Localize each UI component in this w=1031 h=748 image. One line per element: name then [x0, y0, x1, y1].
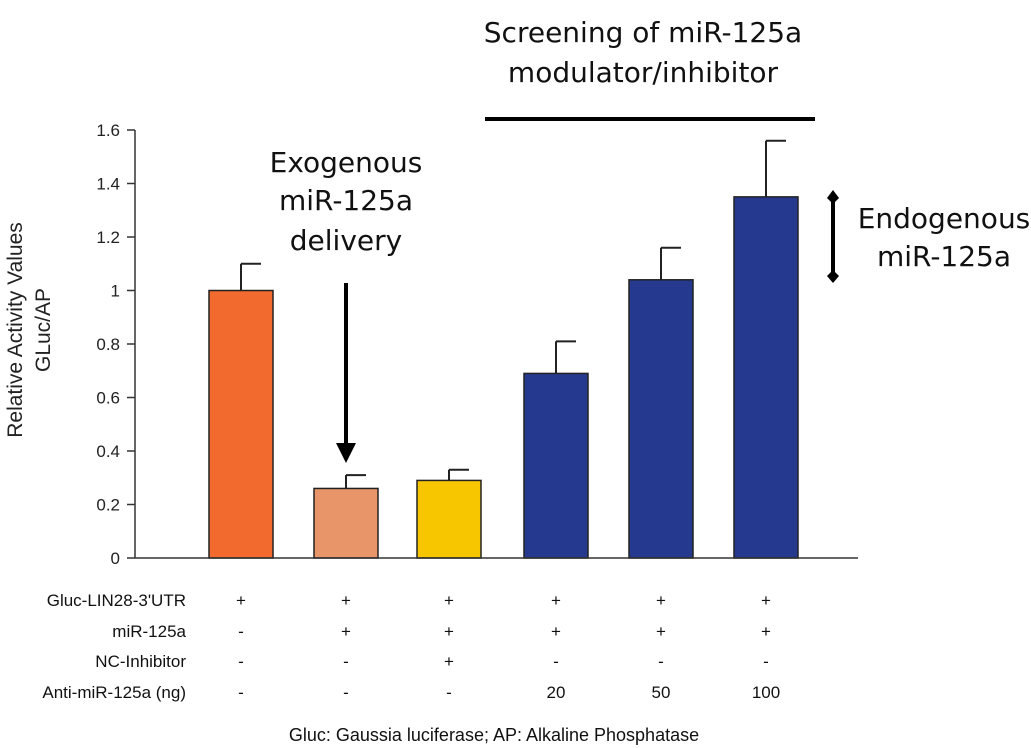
condition-label: miR-125a: [112, 622, 186, 641]
bar: [313, 487, 379, 559]
y-tick-label: 0.8: [96, 335, 120, 354]
y-axis-ticks: 0 0.2 0.4 0.6 0.8 1 1.2 1.4 1.6: [96, 121, 135, 568]
condition-cell: +: [761, 591, 771, 610]
endogenous-label-line1: Endogenous: [858, 202, 1031, 235]
condition-cell: -: [343, 652, 349, 671]
y-tick-label: 0.4: [96, 442, 120, 461]
condition-cell: +: [341, 591, 351, 610]
condition-label: Gluc-LIN28-3'UTR: [47, 591, 186, 610]
condition-cell: -: [553, 652, 559, 671]
condition-cell: -: [343, 683, 349, 702]
y-tick-label: 0: [111, 549, 120, 568]
condition-cell: +: [656, 622, 666, 641]
y-tick-label: 1: [111, 282, 120, 301]
condition-label: Anti-miR-125a (ng): [42, 683, 186, 702]
condition-cell: +: [236, 591, 246, 610]
condition-cell: -: [446, 683, 452, 702]
screening-title-line1: Screening of miR-125a: [484, 16, 802, 49]
error-bars-group: [240, 139, 786, 489]
exogenous-label-line1: Exogenous: [270, 146, 423, 179]
bar: [416, 479, 482, 559]
condition-cell: 100: [752, 683, 780, 702]
condition-cell: 20: [547, 683, 566, 702]
condition-cell: +: [761, 622, 771, 641]
endogenous-label-line2: miR-125a: [877, 240, 1011, 273]
y-tick-label: 1.4: [96, 175, 120, 194]
condition-cell: -: [238, 652, 244, 671]
exogenous-label-line3: delivery: [290, 224, 402, 257]
bar: [628, 279, 694, 559]
y-tick-label: 0.6: [96, 389, 120, 408]
condition-labels: Gluc-LIN28-3'UTR miR-125a NC-Inhibitor Anti…: [42, 591, 186, 702]
condition-cell: -: [238, 622, 244, 641]
exogenous-arrow-head: [336, 443, 356, 463]
endogenous-arrow-top: [827, 190, 839, 204]
condition-cell: +: [656, 591, 666, 610]
y-axis-label-units: GLuc/AP: [32, 288, 55, 372]
endogenous-arrow-bottom: [827, 270, 839, 283]
screening-title-line2: modulator/inhibitor: [508, 56, 779, 89]
bars-group: [208, 196, 799, 559]
y-axis-label: Relative Activity Values: [4, 222, 27, 438]
condition-cells: + + + + + + - + + + + + - - + - - - - - - 20 50 100: [236, 591, 780, 702]
condition-cell: +: [551, 591, 561, 610]
condition-label: NC-Inhibitor: [95, 652, 186, 671]
y-tick-label: 1.2: [96, 228, 120, 247]
condition-cell: +: [551, 622, 561, 641]
condition-cell: -: [238, 683, 244, 702]
bar: [523, 372, 589, 559]
condition-cell: -: [763, 652, 769, 671]
condition-cell: +: [341, 622, 351, 641]
condition-cell: 50: [652, 683, 671, 702]
condition-cell: +: [444, 652, 454, 671]
condition-cell: +: [444, 591, 454, 610]
y-tick-label: 0.2: [96, 496, 120, 515]
exogenous-label-line2: miR-125a: [279, 184, 413, 217]
condition-cell: -: [658, 652, 664, 671]
bar: [733, 196, 799, 559]
footnote: Gluc: Gaussia luciferase; AP: Alkaline P…: [289, 725, 699, 745]
y-tick-label: 1.6: [96, 121, 120, 140]
bar: [208, 289, 274, 559]
condition-cell: +: [444, 622, 454, 641]
